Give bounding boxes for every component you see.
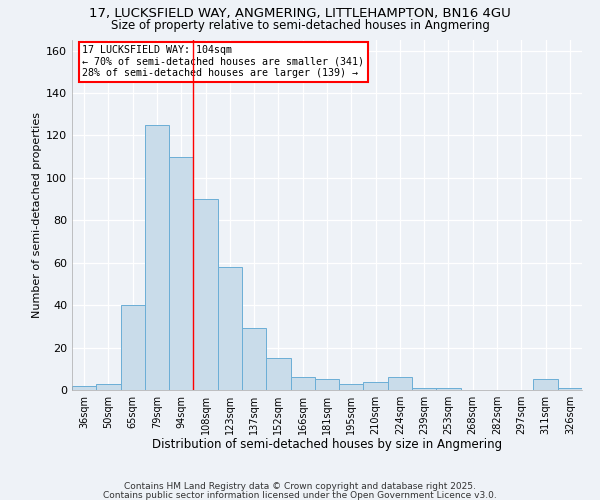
Bar <box>193 199 218 390</box>
Bar <box>242 328 266 390</box>
Bar <box>169 156 193 390</box>
Y-axis label: Number of semi-detached properties: Number of semi-detached properties <box>32 112 42 318</box>
Bar <box>364 382 388 390</box>
Bar <box>121 305 145 390</box>
Text: Size of property relative to semi-detached houses in Angmering: Size of property relative to semi-detach… <box>110 18 490 32</box>
Bar <box>436 388 461 390</box>
Text: 17, LUCKSFIELD WAY, ANGMERING, LITTLEHAMPTON, BN16 4GU: 17, LUCKSFIELD WAY, ANGMERING, LITTLEHAM… <box>89 8 511 20</box>
Bar <box>266 358 290 390</box>
Bar <box>145 125 169 390</box>
Text: Contains HM Land Registry data © Crown copyright and database right 2025.: Contains HM Land Registry data © Crown c… <box>124 482 476 491</box>
X-axis label: Distribution of semi-detached houses by size in Angmering: Distribution of semi-detached houses by … <box>152 438 502 452</box>
Bar <box>339 384 364 390</box>
Bar <box>315 380 339 390</box>
Bar <box>412 388 436 390</box>
Bar <box>72 386 96 390</box>
Bar <box>218 267 242 390</box>
Bar <box>388 378 412 390</box>
Bar <box>533 380 558 390</box>
Bar <box>558 388 582 390</box>
Text: Contains public sector information licensed under the Open Government Licence v3: Contains public sector information licen… <box>103 490 497 500</box>
Bar <box>290 378 315 390</box>
Bar <box>96 384 121 390</box>
Text: 17 LUCKSFIELD WAY: 104sqm
← 70% of semi-detached houses are smaller (341)
28% of: 17 LUCKSFIELD WAY: 104sqm ← 70% of semi-… <box>82 46 364 78</box>
